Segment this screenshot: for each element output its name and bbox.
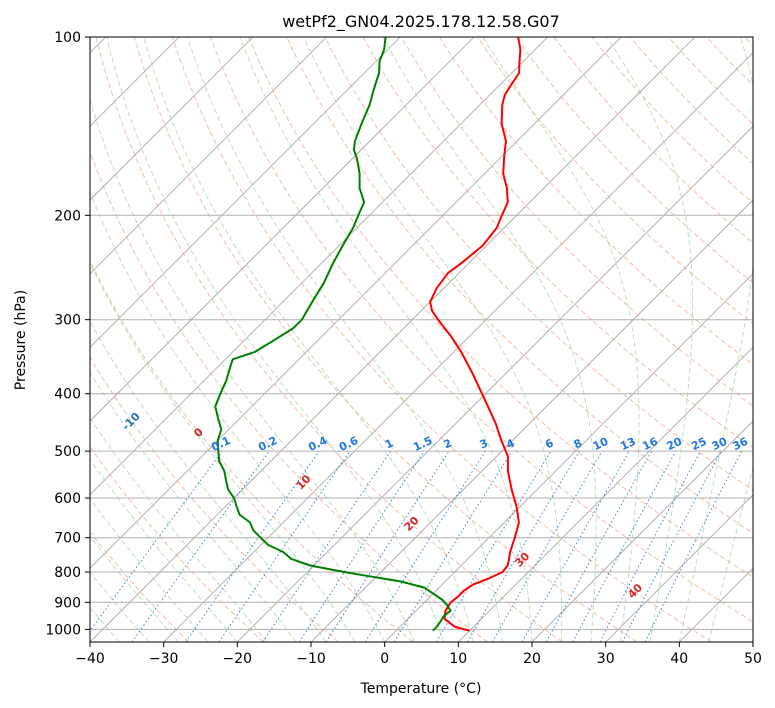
isotherm-line: [90, 37, 475, 422]
x-tick-label: 40: [670, 651, 688, 667]
dry-adiabat-line: [515, 37, 753, 284]
mixing-ratio-line: [298, 450, 425, 642]
moist-adiabat-line: [239, 37, 533, 642]
isotherm-line: [458, 346, 753, 642]
chart-title: wetPf2_GN04.2025.178.12.58.G07: [282, 12, 560, 32]
moist-adiabat-line: [708, 465, 753, 642]
mixing-ratio-line: [262, 450, 392, 642]
moist-adiabat-line: [606, 37, 694, 642]
mixing-ratio-line: [325, 450, 450, 642]
moist-adiabat-line: [90, 190, 386, 642]
y-tick-label: 800: [54, 565, 81, 581]
dry-adiabat-line: [90, 259, 414, 642]
mixing-ratio-line: [90, 450, 223, 632]
moist-adiabat-line: [482, 37, 640, 642]
isotherm-line: [531, 420, 753, 642]
dry-adiabat-line: [90, 356, 339, 642]
y-axis-title: Pressure (hPa): [13, 290, 29, 390]
y-tick-label: 700: [54, 531, 81, 547]
mixing-ratio-line: [644, 450, 743, 642]
dry-adiabat-line: [90, 445, 264, 642]
temperature-profile-line: [429, 37, 522, 632]
dry-adiabat-line: [133, 37, 638, 642]
moist-adiabat-line: [143, 37, 474, 642]
mixing-ratio-label: 10: [591, 435, 611, 453]
plot-frame: [89, 36, 754, 643]
mixing-ratio-line: [521, 450, 630, 642]
mixing-ratio-line: [572, 450, 677, 642]
dewpoint-profile-line: [214, 37, 452, 632]
moist-adiabat-line: [90, 416, 268, 642]
x-tick-label: 30: [597, 651, 615, 667]
moist-adiabat-line: [678, 37, 753, 642]
mixing-ratio-label: 13: [618, 435, 637, 453]
mixing-ratio-line: [131, 450, 270, 642]
y-tick-label: 500: [54, 444, 81, 460]
isotherm-line: [90, 37, 401, 348]
isotherm-line: [90, 37, 548, 496]
dry-adiabat-line: [438, 37, 753, 366]
isotherm-line: [90, 37, 254, 201]
moist-adiabat-line: [106, 37, 445, 642]
isotherm-line: [90, 37, 327, 275]
dry-adiabat-line: [248, 37, 753, 578]
isotherm-line: [605, 494, 753, 642]
mixing-ratio-label: 16: [640, 435, 660, 453]
y-tick-label: 200: [54, 208, 81, 224]
dry-adiabat-line: [171, 37, 712, 642]
x-tick-label: −10: [296, 651, 326, 667]
x-tick-label: 20: [523, 651, 541, 667]
mixing-ratio-line: [393, 450, 513, 642]
x-tick-label: −30: [149, 651, 179, 667]
moist-adiabat-line: [382, 37, 597, 642]
mixing-ratio-label: 30: [710, 435, 730, 453]
dry-adiabat-line: [90, 150, 488, 642]
isotherm-line: [384, 273, 753, 642]
mixing-ratio-line: [545, 450, 653, 642]
moist-adiabat-line: [90, 320, 327, 642]
x-tick-label: 50: [744, 651, 762, 667]
moist-adiabat-line: [187, 37, 503, 642]
x-tick-label: −20: [223, 651, 253, 667]
moist-adiabat-line: [90, 458, 238, 642]
y-tick-label: 900: [54, 595, 81, 611]
y-tick-label: 600: [54, 491, 81, 507]
isotherm-line: [90, 37, 622, 569]
x-tick-label: 0: [380, 651, 389, 667]
isotherm-line: [237, 125, 753, 642]
dry-adiabat-line: [90, 531, 190, 642]
x-tick-label: −40: [75, 651, 105, 667]
dry-adiabat-line: [210, 37, 753, 623]
isotherm-line: [90, 37, 696, 642]
moist-adiabat-line: [90, 261, 356, 642]
mixing-ratio-label: 36: [731, 435, 751, 453]
mixing-ratio-label: 25: [689, 435, 708, 453]
mixing-ratio-label: 20: [665, 435, 685, 453]
x-axis-title: Temperature (°C): [360, 681, 482, 697]
x-tick-label: 10: [449, 651, 467, 667]
dry-adiabat-line: [324, 37, 753, 491]
y-tick-label: 400: [54, 387, 81, 403]
dry-adiabat-line: [400, 37, 753, 407]
y-tick-label: 1000: [45, 622, 81, 638]
mixing-ratio-line: [185, 450, 320, 642]
y-tick-label: 100: [54, 30, 81, 46]
moist-adiabat-line: [303, 37, 563, 642]
y-tick-label: 300: [54, 313, 81, 329]
dry-adiabat-line: [95, 37, 563, 642]
mixing-ratio-line: [218, 450, 351, 642]
